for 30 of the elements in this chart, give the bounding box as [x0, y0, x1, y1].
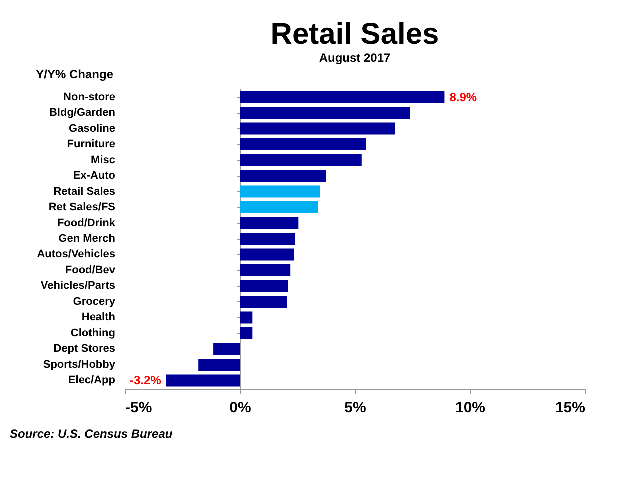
y-tick-label: Autos/Vehicles [37, 248, 116, 261]
y-tick-label: Food/Drink [57, 217, 116, 230]
y-tick-label: Food/Bev [65, 264, 116, 276]
y-tick-label: Grocery [73, 296, 116, 308]
y-tick-label: Health [82, 312, 116, 324]
data-label: -3.2% [130, 374, 162, 388]
y-tick-label: Ret Sales/FS [48, 202, 116, 214]
chart-title: Retail Sales [270, 18, 440, 51]
y-tick-label: Sports/Hobby [43, 358, 116, 371]
x-tick-label: -5% [126, 400, 152, 416]
y-tick-label: Furniture [67, 138, 116, 151]
x-tick-label: 10% [455, 400, 486, 416]
y-tick-label: Misc [91, 154, 116, 166]
y-tick-label: Elec/App [68, 374, 116, 387]
y-tick-label: Retail Sales [54, 186, 116, 198]
y-axis-title: Y/Y% Change [36, 68, 114, 82]
x-tick-label: 15% [555, 400, 586, 416]
y-tick-label: Non-store [64, 91, 116, 104]
y-tick-label: Dept Stores [54, 343, 116, 356]
y-tick-label: Gen Merch [58, 233, 116, 245]
y-tick-label: Ex-Auto [73, 170, 116, 182]
x-tick-label: 5% [344, 400, 366, 416]
y-tick-label: Vehicles/Parts [40, 280, 116, 292]
chart-subtitle: August 2017 [319, 51, 391, 65]
y-tick-label: Gasoline [69, 122, 116, 135]
x-tick-label: 0% [230, 400, 252, 416]
source-note: Source: U.S. Census Bureau [10, 427, 174, 441]
data-label: 8.9% [450, 90, 478, 104]
y-tick-label: Bldg/Garden [49, 107, 116, 120]
y-tick-label: Clothing [70, 327, 116, 340]
